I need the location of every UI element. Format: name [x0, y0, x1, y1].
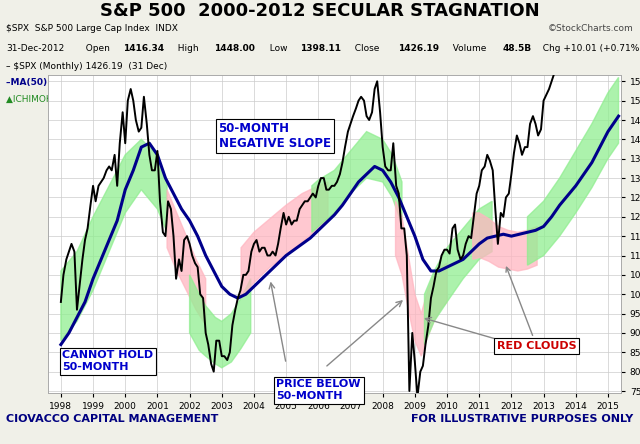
Polygon shape — [527, 77, 618, 265]
Text: PRICE BELOW
50-MONTH: PRICE BELOW 50-MONTH — [276, 379, 361, 401]
Text: 1426.19: 1426.19 — [398, 44, 439, 53]
Text: –MA(50) 1175.14: –MA(50) 1175.14 — [6, 78, 92, 87]
Polygon shape — [312, 131, 402, 232]
Text: ▲ICHIMOKU(9,26,52) 1322.63  10: ▲ICHIMOKU(9,26,52) 1322.63 10 — [6, 95, 157, 103]
Polygon shape — [396, 201, 447, 356]
Text: 48.5B: 48.5B — [502, 44, 531, 53]
Text: – $SPX (Monthly) 1426.19  (31 Dec): – $SPX (Monthly) 1426.19 (31 Dec) — [6, 62, 168, 71]
Polygon shape — [61, 139, 167, 341]
Text: 1448.00: 1448.00 — [214, 44, 255, 53]
Polygon shape — [424, 201, 492, 345]
Text: ©StockCharts.com: ©StockCharts.com — [548, 24, 634, 33]
Text: RED CLOUDS: RED CLOUDS — [497, 267, 577, 351]
Text: Open: Open — [80, 44, 113, 53]
Text: 1398.11: 1398.11 — [300, 44, 341, 53]
Text: CIOVACCO CAPITAL MANAGEMENT: CIOVACCO CAPITAL MANAGEMENT — [6, 414, 219, 424]
Text: Volume: Volume — [447, 44, 490, 53]
Text: High: High — [172, 44, 202, 53]
Text: $SPX  S&P 500 Large Cap Index  INDX: $SPX S&P 500 Large Cap Index INDX — [6, 24, 179, 33]
Text: FOR ILLUSTRATIVE PURPOSES ONLY: FOR ILLUSTRATIVE PURPOSES ONLY — [412, 414, 634, 424]
Text: 1416.34: 1416.34 — [123, 44, 164, 53]
Text: Chg +10.01 (+0.71%)▲: Chg +10.01 (+0.71%)▲ — [538, 44, 640, 53]
Polygon shape — [473, 213, 537, 271]
Text: Close: Close — [349, 44, 383, 53]
Text: CANNOT HOLD
50-MONTH: CANNOT HOLD 50-MONTH — [63, 350, 154, 372]
Polygon shape — [167, 190, 205, 325]
Polygon shape — [189, 275, 251, 368]
Text: 31-Dec-2012: 31-Dec-2012 — [6, 44, 65, 53]
Text: S&P 500  2000-2012 SECULAR STAGNATION: S&P 500 2000-2012 SECULAR STAGNATION — [100, 2, 540, 20]
Text: Low: Low — [264, 44, 290, 53]
Text: 50-MONTH
NEGATIVE SLOPE: 50-MONTH NEGATIVE SLOPE — [218, 122, 330, 150]
Polygon shape — [241, 182, 328, 298]
